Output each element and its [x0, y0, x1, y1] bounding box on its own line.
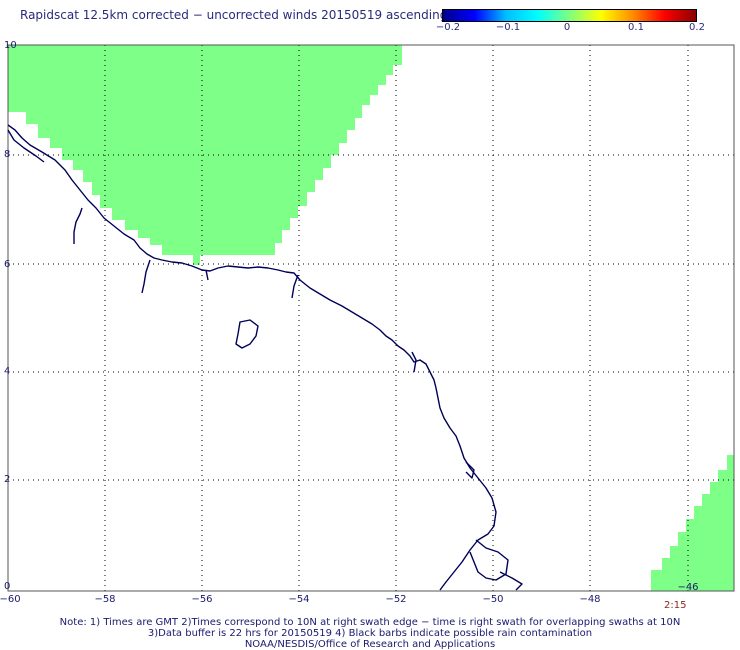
swath-time-label: 2:15	[664, 600, 687, 611]
x-tick-label: −46	[677, 582, 698, 593]
x-tick-label: −54	[288, 594, 309, 605]
map-frame	[7, 44, 735, 592]
coastline-delta	[465, 461, 475, 479]
y-tick-label: 10	[4, 40, 17, 51]
colorbar	[442, 9, 697, 22]
y-tick-label: 8	[4, 149, 10, 160]
colorbar-label: 0	[563, 22, 571, 33]
coastline-delta	[411, 351, 417, 373]
y-tick-label: 0	[4, 581, 10, 592]
x-tick-label: −58	[94, 594, 115, 605]
x-tick-label: −60	[0, 594, 21, 605]
x-tick-label: −48	[579, 594, 600, 605]
coastline	[7, 124, 497, 591]
x-tick-label: −52	[385, 594, 406, 605]
colorbar-label: −0.1	[495, 22, 521, 33]
colorbar-label: 0.1	[628, 22, 644, 33]
footnote-line: NOAA/NESDIS/Office of Research and Appli…	[244, 639, 496, 650]
x-tick-label: −56	[191, 594, 212, 605]
map-title: Rapidscat 12.5km corrected − uncorrected…	[20, 8, 448, 22]
colorbar-label: −0.2	[435, 22, 461, 33]
y-tick-label: 6	[4, 259, 10, 270]
x-tick-label: −50	[482, 594, 503, 605]
coastline-inlet	[141, 259, 151, 294]
footnote-line: 3)Data buffer is 22 hrs for 20150519 4) …	[147, 628, 593, 639]
swath-lower	[651, 455, 734, 591]
coastline-delta	[499, 571, 523, 591]
coastline-inlet	[205, 269, 209, 281]
island	[235, 319, 259, 349]
coastline-delta	[469, 539, 509, 581]
coastline-river	[73, 207, 83, 244]
coastline-inlet	[291, 274, 299, 299]
colorbar-label: 0.2	[689, 22, 705, 33]
swath-upper	[8, 45, 402, 265]
footnote-line: Note: 1) Times are GMT 2)Times correspon…	[59, 617, 681, 628]
coastline-north	[7, 129, 45, 163]
y-tick-label: 4	[4, 366, 10, 377]
y-tick-label: 2	[4, 474, 10, 485]
